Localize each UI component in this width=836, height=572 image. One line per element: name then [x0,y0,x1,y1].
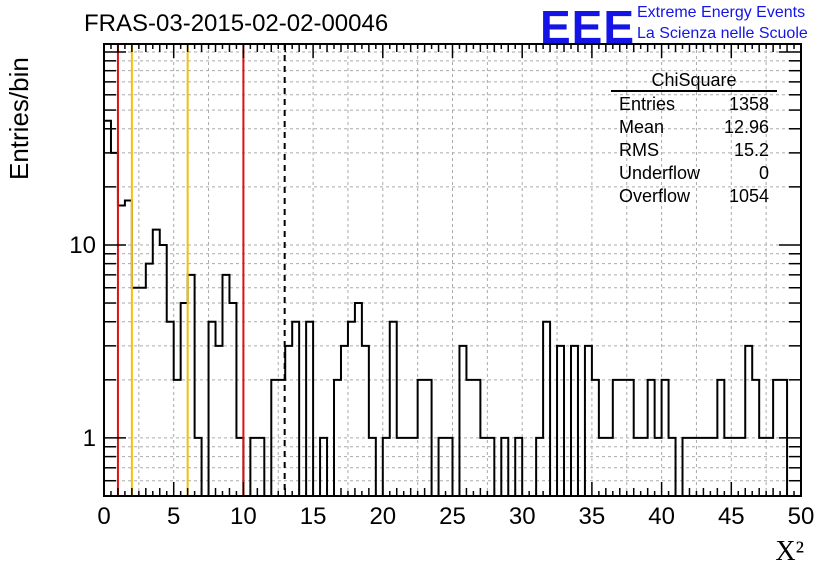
y-tick-label: 10 [69,232,96,259]
stats-row-label: Entries [619,94,675,114]
y-tick-label: 1 [83,425,96,452]
eee-logo: EEE [540,1,636,53]
x-tick-label: 50 [788,503,815,530]
x-tick-label: 0 [97,503,110,530]
x-tick-label: 45 [718,503,745,530]
stats-row-label: Overflow [619,186,691,206]
chart-title: FRAS-03-2015-02-02-00046 [84,10,389,37]
x-tick-label: 20 [369,503,396,530]
x-axis-label: X² [775,536,804,567]
stats-row-value: 0 [759,163,769,183]
logo-line-1: Extreme Energy Events [637,4,806,21]
stats-box-title: ChiSquare [651,70,736,90]
x-tick-label: 5 [167,503,180,530]
x-tick-label: 15 [300,503,327,530]
x-tick-label: 10 [230,503,257,530]
stats-row-value: 12.96 [724,117,769,137]
histogram-series [103,119,789,497]
stats-row-label: Mean [619,117,664,137]
logo-line-2: La Scienza nelle Scuole [637,25,808,42]
stats-row-value: 1358 [729,94,769,114]
stats-row-label: RMS [619,140,659,160]
x-tick-label: 40 [648,503,675,530]
x-tick-label: 25 [439,503,466,530]
stats-row-value: 1054 [729,186,769,206]
x-tick-label: 30 [509,503,536,530]
stats-row-label: Underflow [619,163,701,183]
y-axis-label: Entries/bin [4,57,34,180]
stats-row-value: 15.2 [734,140,769,160]
x-tick-label: 35 [579,503,606,530]
